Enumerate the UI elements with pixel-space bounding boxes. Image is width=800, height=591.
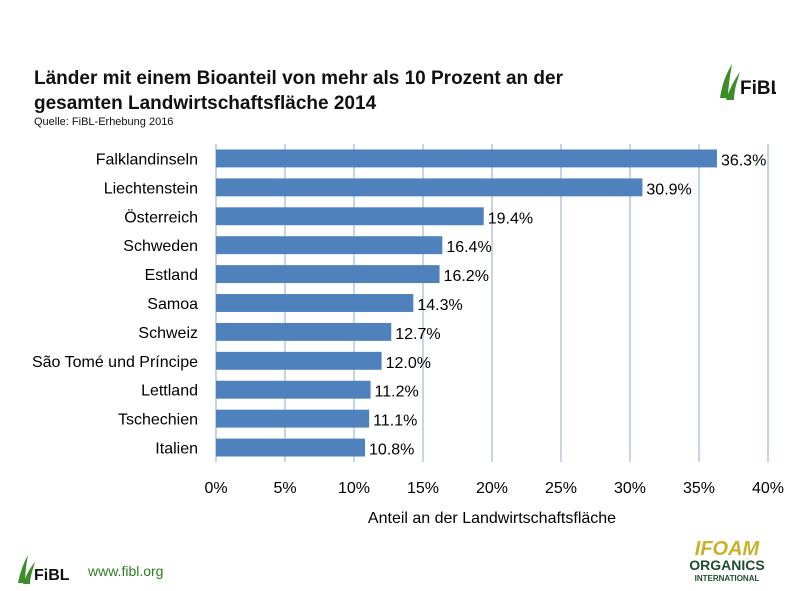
fibl-logo-footer-text: FiBL (34, 567, 70, 584)
bar-5 (216, 294, 414, 312)
value-label-0: 36.3% (721, 152, 766, 169)
x-tick-label-6: 30% (614, 480, 646, 497)
ifoam-logo-line1: IFOAM (695, 538, 761, 560)
x-tick-label-4: 20% (476, 480, 508, 497)
bar-6 (216, 322, 392, 341)
value-label-6: 12.7% (395, 326, 440, 343)
category-label-8: Lettland (141, 383, 198, 400)
value-label-5: 14.3% (417, 297, 462, 314)
value-label-8: 11.2% (375, 384, 419, 401)
category-label-1: Liechtenstein (104, 180, 198, 197)
category-label-9: Tschechien (118, 412, 198, 429)
value-label-10: 10.8% (369, 442, 414, 459)
bar-2 (216, 207, 484, 226)
x-tick-label-3: 15% (407, 480, 439, 497)
chart-title: Länder mit einem Bioanteil von mehr als … (34, 66, 634, 116)
category-label-5: Samoa (147, 296, 198, 313)
fibl-logo: FiBL (720, 64, 776, 100)
bar-3 (216, 236, 443, 255)
value-label-1: 30.9% (646, 181, 691, 198)
fibl-logo-text: FiBL (740, 78, 776, 99)
category-label-0: Falklandinseln (96, 151, 198, 168)
category-label-7: São Tomé und Príncipe (32, 354, 198, 371)
x-tick-label-0: 0% (204, 480, 227, 497)
category-label-2: Österreich (124, 208, 198, 226)
bar-0 (216, 149, 717, 168)
bar-7 (216, 351, 382, 370)
x-axis-label: Anteil an der Landwirtschaftsfläche (368, 510, 616, 527)
title-line-1: Länder mit einem Bioanteil von mehr als … (34, 68, 563, 89)
x-tick-label-7: 35% (683, 480, 715, 497)
x-tick-label-5: 25% (545, 480, 577, 497)
value-label-4: 16.2% (444, 268, 489, 285)
bar-10 (216, 438, 366, 457)
ifoam-logo-line3: INTERNATIONAL (695, 574, 760, 583)
fibl-leaf-icon-footer (18, 555, 28, 583)
fibl-leaf-icon (720, 64, 732, 98)
title-line-2: gesamten Landwirtschaftsfläche 2014 (34, 93, 377, 114)
fibl-leaf-icon-2 (726, 72, 740, 100)
source-note: Quelle: FiBL-Erhebung 2016 (34, 116, 174, 128)
fibl-leaf-icon-footer-2 (23, 562, 35, 584)
ifoam-logo-line2: ORGANICS (689, 557, 764, 573)
value-label-3: 16.4% (446, 239, 491, 256)
x-tick-label-8: 40% (752, 480, 784, 497)
bar-4 (216, 265, 440, 284)
value-label-2: 19.4% (488, 210, 533, 227)
bar-1 (216, 178, 643, 197)
website-link[interactable]: www.fibl.org (88, 563, 164, 579)
x-tick-label-2: 10% (338, 480, 370, 497)
ifoam-logo: IFOAM ORGANICS INTERNATIONAL (689, 538, 764, 583)
category-label-4: Estland (145, 267, 198, 284)
value-label-7: 12.0% (386, 355, 431, 372)
bar-8 (216, 380, 371, 399)
bar-9 (216, 409, 370, 428)
fibl-logo-footer: FiBL (18, 555, 70, 584)
value-label-9: 11.1% (373, 413, 417, 430)
category-label-10: Italien (155, 441, 198, 458)
category-label-6: Schweiz (138, 325, 198, 342)
x-tick-label-1: 5% (273, 480, 296, 497)
category-label-3: Schweden (123, 238, 198, 255)
